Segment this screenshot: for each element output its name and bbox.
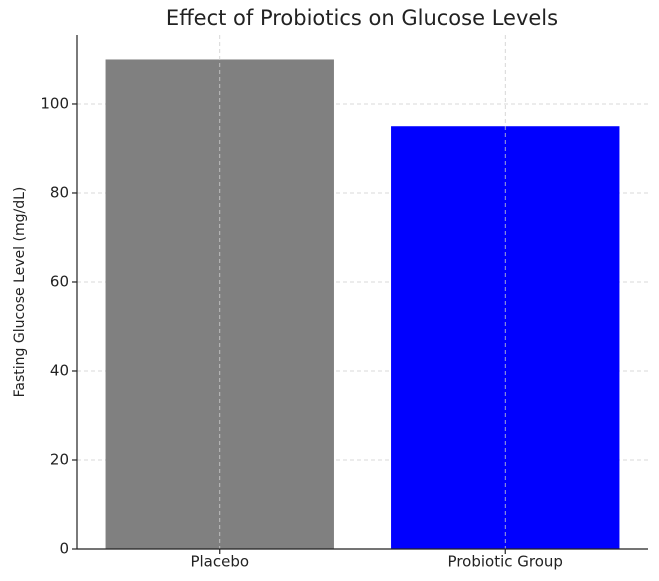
y-tick-label: 40 <box>50 361 69 379</box>
y-axis-label: Fasting Glucose Level (mg/dL) <box>12 187 28 398</box>
x-tick-label: Probiotic Group <box>448 553 563 571</box>
y-tick-label: 60 <box>50 272 69 290</box>
x-tick-label: Placebo <box>190 553 249 571</box>
y-tick-label: 100 <box>40 94 69 112</box>
y-tick-label: 20 <box>50 450 69 468</box>
y-tick-label: 0 <box>59 540 69 558</box>
y-tick-label: 80 <box>50 183 69 201</box>
chart-title: Effect of Probiotics on Glucose Levels <box>166 6 558 30</box>
